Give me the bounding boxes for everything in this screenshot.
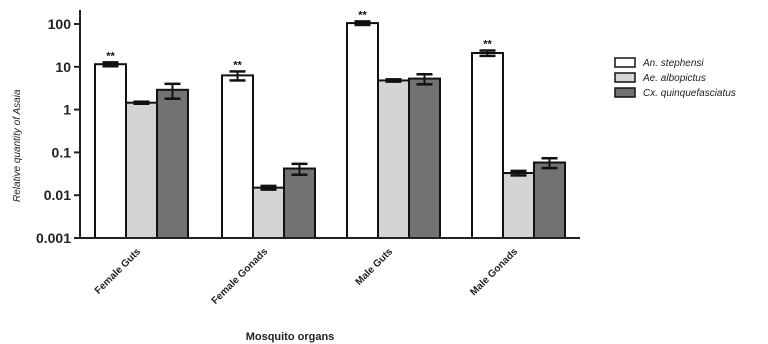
x-tick-label: Male Guts [354,246,396,288]
y-tick-label: 1 [63,102,71,118]
y-tick-label: 0.01 [44,187,71,203]
x-tick-label: Female Guts [93,246,144,297]
legend-label: An. stephensi [642,58,704,69]
y-axis-label-prefix: Relative quantity of [12,115,23,202]
bar [156,88,189,239]
legend-swatch [614,87,636,98]
significance-label: ** [483,39,492,51]
legend-label: Ae. albopictus [642,73,706,84]
bar [252,186,285,240]
bars: ** ** ** ** [94,9,566,240]
legend-swatch [614,57,636,68]
significance-label: ** [358,9,367,21]
y-tick-label: 0.1 [52,144,72,160]
x-axis: Female Guts Female Gonads Male Guts Male Go… [80,237,580,307]
bar [471,52,504,239]
legend-swatch [614,72,636,83]
y-axis-label: Relative quantity of Asaia [12,89,23,202]
legend: An. stephensi Ae. albopictus Cx. quinquefa… [614,57,736,99]
significance-label: ** [106,50,115,62]
y-tick-label: 0.001 [36,230,71,246]
bar [408,77,441,239]
y-tick-label: 100 [48,16,72,32]
bar [346,22,379,240]
x-axis-label: Mosquito organs [246,331,335,343]
significance-label: ** [233,59,242,71]
x-tick-label: Male Gonads [468,246,520,298]
bar [94,63,127,239]
y-tick-label: 10 [55,59,71,75]
bar [125,101,158,239]
bar [533,161,566,239]
y-axis: 0.001 0.01 0.1 1 10 100 [36,10,81,246]
bar [221,74,254,239]
bar [502,172,535,239]
y-axis-label-genus: Asaia [12,89,23,115]
legend-label: Cx. quinquefasciatus [643,88,736,99]
bar [283,167,316,239]
bar [377,79,410,240]
x-tick-label: Female Gonads [210,246,271,307]
